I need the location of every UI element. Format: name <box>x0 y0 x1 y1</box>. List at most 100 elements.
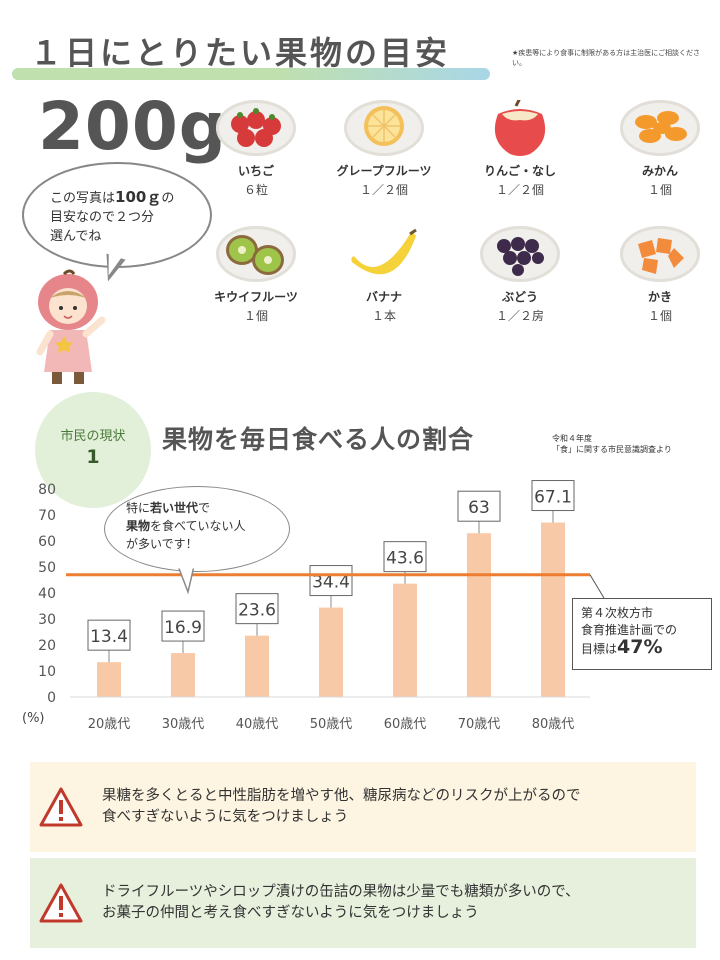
speech-bubble-text: この写真は100ｇの 目安なので２つ分 選んでね <box>50 188 175 244</box>
warning-triangle-icon <box>39 787 83 827</box>
bar-6 <box>541 522 565 697</box>
bar-4 <box>393 583 417 697</box>
chart-speech-bubble <box>104 486 290 572</box>
fruit-name: キウイフルーツ <box>214 290 298 304</box>
data-label: 67.1 <box>534 488 572 508</box>
x-tick-label: 80歳代 <box>532 717 575 732</box>
y-tick-label: 60 <box>38 534 56 550</box>
fruit-plate <box>480 226 560 282</box>
fruit-plate <box>344 100 424 156</box>
y-tick-label: 50 <box>38 560 56 576</box>
survey-source: 令和４年度 「食」に関する市民意識調査より <box>552 434 672 454</box>
section-title: 果物を毎日食べる人の割合 <box>162 425 475 454</box>
status-circle-number: 1 <box>86 446 100 468</box>
y-tick-label: 20 <box>38 638 56 654</box>
x-tick-label: 30歳代 <box>162 717 205 732</box>
data-label-box <box>383 541 427 573</box>
y-tick-label: 70 <box>38 508 56 524</box>
bar-1 <box>171 653 195 697</box>
fruit-plate <box>216 100 296 156</box>
data-label: 34.4 <box>312 573 350 593</box>
fruit-name: いちご <box>237 164 274 178</box>
kiwi-icon <box>226 235 284 275</box>
daily-amount: 200g <box>38 88 228 165</box>
x-tick-label: 60歳代 <box>384 717 427 732</box>
fruit-plate <box>620 226 700 282</box>
status-circle <box>35 392 151 508</box>
x-tick-label: 50歳代 <box>310 717 353 732</box>
grape-icon <box>497 237 544 276</box>
data-label: 63 <box>468 498 490 518</box>
y-tick-label: 0 <box>47 690 56 706</box>
fruit-plate <box>216 226 296 282</box>
data-label-box <box>235 593 279 625</box>
bar-chart: 0 10 20 30 40 50 60 70 80 13.4 16.9 23.6 34.4 43.6 63… <box>22 480 605 732</box>
speech-bubble <box>22 162 212 268</box>
fruit-item-persimmon: かき １個 <box>610 226 710 324</box>
strawberry-icon <box>231 108 281 147</box>
x-tick-label: 20歳代 <box>88 717 131 732</box>
data-label-box <box>161 610 205 642</box>
fruit-qty: １／２個 <box>495 183 544 197</box>
persimmon-icon <box>638 238 684 274</box>
fruit-name: りんご・なし <box>483 164 556 178</box>
fruit-item-grapefruit: グレープフルーツ １／２個 <box>334 100 434 198</box>
fruit-name: バナナ <box>365 290 402 304</box>
data-label-box <box>309 565 353 597</box>
fruit-qty: ６粒 <box>243 183 268 197</box>
fruit-qty: １本 <box>371 309 396 323</box>
fruit-plate <box>620 100 700 156</box>
data-label-box <box>457 490 501 522</box>
banana-icon <box>351 228 417 275</box>
medical-note: ★疾患等により食事に制限がある方は主治医にご相談ください。 <box>512 49 700 67</box>
fruit-qty: １個 <box>647 309 672 323</box>
chart-bubble-tail <box>176 566 198 595</box>
fruit-name: かき <box>647 290 672 304</box>
fruit-item-mandarin: みかん １個 <box>610 100 710 198</box>
y-axis-unit: (%) <box>22 711 45 726</box>
grapefruit-icon <box>364 106 404 146</box>
fruit-plate <box>480 100 560 156</box>
fruit-plate <box>344 226 424 282</box>
warning-triangle-icon <box>39 883 83 923</box>
y-tick-label: 30 <box>38 612 56 628</box>
y-tick-label: 80 <box>38 482 56 498</box>
fruit-qty: １個 <box>243 309 268 323</box>
bar-2 <box>245 635 269 697</box>
fruit-item-banana: バナナ １本 <box>334 226 434 324</box>
data-label: 43.6 <box>386 549 424 569</box>
data-label: 23.6 <box>238 601 276 621</box>
fruit-item-strawberry: いちご ６粒 <box>206 100 306 198</box>
fruit-qty: １／２個 <box>359 183 408 197</box>
chart-bubble-text: 特に若い世代で 果物を食べていない人 が多いです！ <box>126 501 246 551</box>
fruit-name: グレープフルーツ <box>336 164 432 178</box>
fruit-name: みかん <box>641 164 678 178</box>
data-label: 16.9 <box>164 618 202 638</box>
fruit-name: ぶどう <box>501 290 538 304</box>
x-tick-label: 40歳代 <box>236 717 279 732</box>
goal-box: 第４次枚方市 食育推進計画での 目標は47% <box>572 598 712 670</box>
status-circle-label: 市民の現状 <box>60 429 126 444</box>
fruit-item-grape: ぶどう １／２房 <box>470 226 570 324</box>
warning-text: ドライフルーツやシロップ漬けの缶詰の果物は少量でも糖類が多いので、 お菓子の仲間… <box>102 884 580 921</box>
warning-text: 果糖を多くとると中性脂肪を増やす他、糖尿病などのリスクが上がるので 食べすぎない… <box>102 788 581 825</box>
warning-box: 果糖を多くとると中性脂肪を増やす他、糖尿病などのリスクが上がるので 食べすぎない… <box>30 762 696 852</box>
bar-0 <box>97 662 121 697</box>
fruit-item-kiwi: キウイフルーツ １個 <box>206 226 306 324</box>
data-label: 13.4 <box>90 627 128 647</box>
y-tick-label: 10 <box>38 664 56 680</box>
x-tick-label: 70歳代 <box>458 717 501 732</box>
fruit-item-apple: りんご・なし １／２個 <box>470 100 570 198</box>
apple-icon <box>494 100 546 156</box>
goal-connector <box>589 574 605 599</box>
fruit-qty: １／２房 <box>495 309 544 323</box>
bar-3 <box>319 607 343 697</box>
bar-5 <box>467 533 491 697</box>
fruit-qty: １個 <box>647 183 672 197</box>
title-underline <box>12 68 490 80</box>
mandarin-icon <box>635 111 687 143</box>
y-tick-label: 40 <box>38 586 56 602</box>
apple-girl-mascot-icon <box>36 269 106 384</box>
page-title: １日にとりたい果物の目安 <box>30 34 451 72</box>
data-label-box <box>87 619 131 651</box>
